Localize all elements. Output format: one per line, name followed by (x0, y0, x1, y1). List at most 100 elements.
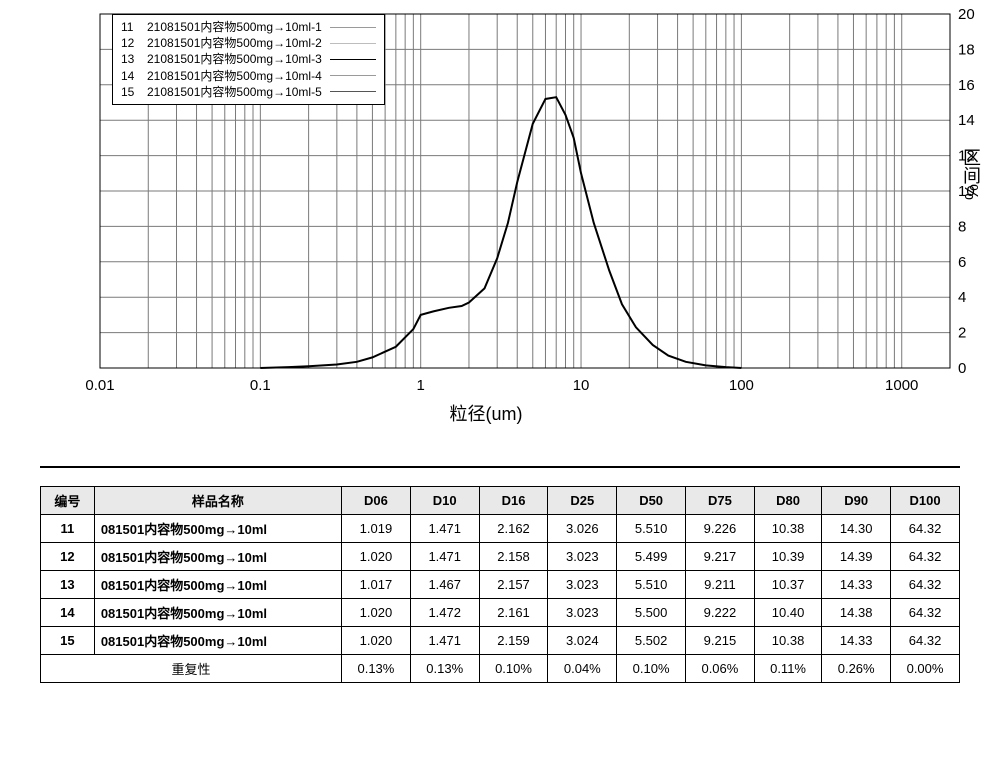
table-header-cell: 样品名称 (94, 487, 341, 515)
svg-text:0.01: 0.01 (85, 377, 114, 394)
svg-text:1: 1 (417, 377, 425, 394)
table-header-row: 编号样品名称D06D10D16D25D50D75D80D90D100 (41, 487, 960, 515)
table-cell: 9.226 (686, 515, 755, 543)
table-cell: 5.510 (617, 515, 686, 543)
table-row: 11081501内容物500mg→10ml1.0191.4712.1623.02… (41, 515, 960, 543)
legend-item: 1321081501内容物500mg→10ml-3 (121, 51, 376, 67)
chart-legend: 1121081501内容物500mg→10ml-11221081501内容物50… (112, 14, 385, 105)
table-cell: 13 (41, 571, 95, 599)
summary-cell: 0.13% (410, 655, 479, 683)
summary-cell: 0.06% (686, 655, 755, 683)
svg-text:0: 0 (958, 360, 966, 377)
table-cell: 14.39 (822, 543, 891, 571)
table-header-cell: D50 (617, 487, 686, 515)
legend-item: 1121081501内容物500mg→10ml-1 (121, 19, 376, 35)
table-cell: 14.33 (822, 627, 891, 655)
table-header-cell: 编号 (41, 487, 95, 515)
table-header-cell: D16 (479, 487, 548, 515)
table-cell: 081501内容物500mg→10ml (94, 515, 341, 543)
svg-text:0.1: 0.1 (250, 377, 271, 394)
table-cell: 10.39 (754, 543, 821, 571)
svg-text:4: 4 (958, 289, 966, 306)
table-cell: 14 (41, 599, 95, 627)
table-cell: 11 (41, 515, 95, 543)
particle-size-chart: 024681012141618200.010.11101001000 11210… (20, 8, 980, 438)
summary-cell: 0.11% (754, 655, 821, 683)
table-cell: 3.023 (548, 543, 617, 571)
table-cell: 2.159 (479, 627, 548, 655)
results-table: 编号样品名称D06D10D16D25D50D75D80D90D100 11081… (40, 486, 960, 683)
table-cell: 10.38 (754, 627, 821, 655)
table-body: 11081501内容物500mg→10ml1.0191.4712.1623.02… (41, 515, 960, 683)
table-cell: 12 (41, 543, 95, 571)
summary-cell: 0.10% (617, 655, 686, 683)
svg-text:10: 10 (573, 377, 590, 394)
svg-text:8: 8 (958, 218, 966, 235)
summary-label: 重复性 (41, 655, 342, 683)
table-cell: 1.471 (410, 627, 479, 655)
x-axis-label: 粒径(um) (20, 400, 952, 426)
table-cell: 1.020 (342, 627, 411, 655)
table-row: 12081501内容物500mg→10ml1.0201.4712.1583.02… (41, 543, 960, 571)
summary-cell: 0.13% (342, 655, 411, 683)
table-cell: 3.024 (548, 627, 617, 655)
table-cell: 5.500 (617, 599, 686, 627)
table-summary-row: 重复性0.13%0.13%0.10%0.04%0.10%0.06%0.11%0.… (41, 655, 960, 683)
table-cell: 14.30 (822, 515, 891, 543)
table-cell: 1.017 (342, 571, 411, 599)
summary-cell: 0.00% (891, 655, 960, 683)
table-cell: 1.019 (342, 515, 411, 543)
table-cell: 14.38 (822, 599, 891, 627)
table-cell: 9.217 (686, 543, 755, 571)
table-cell: 10.38 (754, 515, 821, 543)
table-cell: 1.472 (410, 599, 479, 627)
table-cell: 2.162 (479, 515, 548, 543)
svg-text:18: 18 (958, 41, 975, 58)
table-cell: 9.222 (686, 599, 755, 627)
table-header-cell: D10 (410, 487, 479, 515)
table-cell: 64.32 (891, 515, 960, 543)
legend-item: 1521081501内容物500mg→10ml-5 (121, 84, 376, 100)
svg-text:1000: 1000 (885, 377, 918, 394)
table-cell: 2.161 (479, 599, 548, 627)
table-header-cell: D100 (891, 487, 960, 515)
svg-text:14: 14 (958, 112, 975, 129)
table-cell: 64.32 (891, 599, 960, 627)
table-cell: 3.026 (548, 515, 617, 543)
table-cell: 64.32 (891, 543, 960, 571)
table-cell: 5.502 (617, 627, 686, 655)
table-row: 14081501内容物500mg→10ml1.0201.4722.1613.02… (41, 599, 960, 627)
table-cell: 9.211 (686, 571, 755, 599)
table-cell: 64.32 (891, 571, 960, 599)
summary-cell: 0.04% (548, 655, 617, 683)
svg-text:20: 20 (958, 8, 975, 23)
svg-text:6: 6 (958, 254, 966, 271)
table-row: 15081501内容物500mg→10ml1.0201.4712.1593.02… (41, 627, 960, 655)
table-header-cell: D25 (548, 487, 617, 515)
table-cell: 5.499 (617, 543, 686, 571)
summary-cell: 0.26% (822, 655, 891, 683)
table-row: 13081501内容物500mg→10ml1.0171.4672.1573.02… (41, 571, 960, 599)
table-cell: 081501内容物500mg→10ml (94, 543, 341, 571)
section-divider (40, 466, 960, 468)
table-cell: 1.467 (410, 571, 479, 599)
table-cell: 10.37 (754, 571, 821, 599)
table-cell: 1.471 (410, 515, 479, 543)
table-cell: 3.023 (548, 599, 617, 627)
table-header-cell: D06 (342, 487, 411, 515)
table-cell: 2.158 (479, 543, 548, 571)
table-cell: 5.510 (617, 571, 686, 599)
svg-text:100: 100 (729, 377, 754, 394)
table-cell: 64.32 (891, 627, 960, 655)
table-cell: 10.40 (754, 599, 821, 627)
table-cell: 15 (41, 627, 95, 655)
table-cell: 081501内容物500mg→10ml (94, 627, 341, 655)
table-header-cell: D80 (754, 487, 821, 515)
table-header-cell: D75 (686, 487, 755, 515)
table-cell: 3.023 (548, 571, 617, 599)
legend-item: 1221081501内容物500mg→10ml-2 (121, 35, 376, 51)
table-cell: 1.471 (410, 543, 479, 571)
svg-text:2: 2 (958, 325, 966, 342)
legend-item: 1421081501内容物500mg→10ml-4 (121, 68, 376, 84)
table-cell: 081501内容物500mg→10ml (94, 571, 341, 599)
